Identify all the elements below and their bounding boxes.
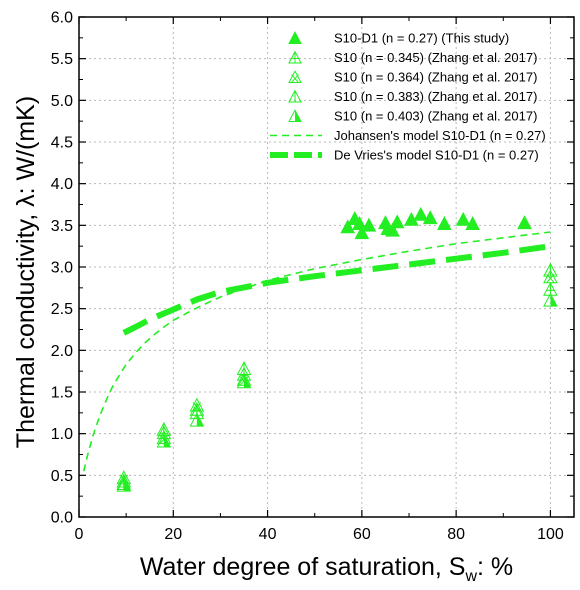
y-tick-label-1: 0.5 [51,468,73,485]
legend-marker-2 [288,70,302,84]
curve-series-5 [82,231,551,472]
point-series-0-11 [422,210,438,225]
x-axis-title-suffix: : % [477,553,513,581]
point-series-4-2 [189,412,205,427]
y-tick-label-3: 1.5 [51,385,73,402]
legend: S10-D1 (n = 0.27) (This study) S10 (n = 0… [270,31,546,163]
point-series-4-1 [156,433,172,448]
point-series-0-13 [455,211,471,226]
legend-label-2: S10 (n = 0.364) (Zhang et al. 2017) [334,70,537,85]
x-tick-label-4: 80 [447,526,465,543]
y-tick-label-12: 6.0 [51,10,73,27]
point-series-0-8 [389,214,405,229]
legend-label-4: S10 (n = 0.403) (Zhang et al. 2017) [334,109,537,124]
legend-item-5: Johansen's model S10-D1 (n = 0.27) [270,128,546,143]
point-series-0-14 [465,216,480,230]
legend-marker-3 [288,89,302,103]
data-points [116,206,558,492]
model-curves [82,231,551,472]
x-tick-label-1: 20 [164,526,182,543]
x-axis-title: Water degree of saturation, Sw: % [140,553,513,585]
legend-item-6: De Vries's model S10-D1 (n = 0.27) [270,148,539,163]
y-tick-label-10: 5.0 [51,93,73,110]
x-tick-label-0: 0 [75,526,84,543]
legend-label-1: S10 (n = 0.345) (Zhang et al. 2017) [334,50,537,65]
point-series-0-12 [437,216,452,230]
legend-label-3: S10 (n = 0.383) (Zhang et al. 2017) [334,89,537,104]
point-series-4-0 [116,477,132,492]
point-series-4-4 [543,292,558,307]
y-tick-label-0: 0.0 [51,510,73,527]
legend-marker-0 [288,31,302,45]
legend-item-1: S10 (n = 0.345) (Zhang et al. 2017) [288,50,537,65]
legend-item-4: S10 (n = 0.403) (Zhang et al. 2017) [288,109,537,124]
point-series-0-0 [340,219,356,234]
legend-marker-4 [288,109,302,123]
y-tick-label-8: 4.0 [51,176,73,193]
point-series-0-7 [385,222,400,237]
legend-marker-1 [288,50,302,64]
legend-label-5: Johansen's model S10-D1 (n = 0.27) [334,128,546,143]
y-tick-label-11: 5.5 [51,51,73,68]
y-tick-label-9: 4.5 [51,135,73,152]
x-tick-label-2: 40 [259,526,277,543]
axis-ticks: 0 20 40 60 80 100 0.0 0.5 1.0 1.5 2.0 2.5 3.0 3.5 4.0 4… [51,10,574,543]
legend-item-0: S10-D1 (n = 0.27) (This study) [288,31,509,46]
grid-lines [79,17,574,517]
point-series-0-10 [413,206,429,221]
point-series-0-4 [361,217,377,232]
point-series-3-4 [543,262,558,277]
y-tick-label-4: 2.0 [51,343,73,360]
legend-label-0: S10-D1 (n = 0.27) (This study) [334,31,509,46]
point-series-0-2 [352,216,367,230]
point-series-4-3 [236,374,252,389]
legend-label-6: De Vries's model S10-D1 (n = 0.27) [334,148,539,163]
x-axis-title-subscript: w [464,568,477,585]
y-tick-label-6: 3.0 [51,260,73,277]
point-series-3-3 [236,361,252,375]
point-series-0-3 [354,225,370,240]
point-series-0-15 [517,215,532,230]
y-tick-label-7: 3.5 [51,218,73,235]
y-tick-label-2: 1.0 [51,426,73,443]
legend-item-3: S10 (n = 0.383) (Zhang et al. 2017) [288,89,537,104]
x-axis-title-main: Water degree of saturation, S [140,553,466,581]
y-axis-title: Thermal conductivity, λ: W/(mK) [12,96,40,448]
curve-series-6 [122,243,551,336]
y-tick-label-5: 2.5 [51,301,73,318]
x-tick-label-3: 60 [353,526,371,543]
legend-item-2: S10 (n = 0.364) (Zhang et al. 2017) [288,70,537,85]
x-tick-label-5: 100 [537,526,564,543]
